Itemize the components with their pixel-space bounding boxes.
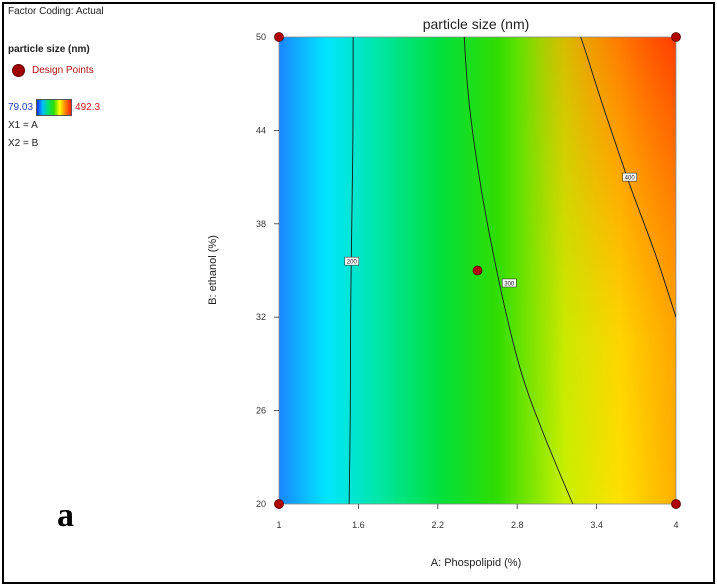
contour-line-200	[348, 37, 354, 504]
factor-coding-label: Factor Coding: Actual	[8, 6, 104, 17]
design-point	[671, 499, 681, 509]
x-tick-label: 1	[276, 520, 281, 530]
design-points-label: Design Points	[32, 65, 94, 76]
x-tick-label: 3.4	[590, 520, 603, 530]
y-tick-label: 20	[256, 499, 266, 509]
color-scale: 79.03 492.3	[8, 99, 100, 116]
contour-label-200: 200	[347, 260, 358, 266]
factor-x1-label: X1 = A	[8, 120, 38, 131]
y-tick-label: 44	[256, 125, 266, 135]
y-tick-label: 26	[256, 406, 266, 416]
design-point-marker-icon	[12, 64, 25, 77]
y-tick-label: 32	[256, 312, 266, 322]
contour-label-300: 300	[504, 281, 515, 287]
design-point	[671, 32, 681, 42]
color-scale-bar	[36, 99, 73, 116]
legend-panel: Factor Coding: Actual particle size (nm)…	[8, 6, 104, 149]
design-point	[472, 265, 483, 276]
contour-label-box-400	[622, 172, 637, 182]
response-label: particle size (nm)	[8, 44, 90, 55]
chart-title: particle size (nm)	[423, 16, 530, 32]
y-tick-label: 38	[256, 219, 266, 229]
contour-line-300	[463, 37, 574, 504]
factor-x2-label: X2 = B	[8, 138, 39, 149]
contour-label-box-300	[501, 278, 517, 288]
design-points-legend: Design Points	[12, 64, 94, 77]
contour-label-400: 400	[625, 176, 636, 182]
design-point	[274, 499, 284, 509]
contour-label-box-200	[344, 256, 360, 266]
x-tick-label: 1.6	[352, 520, 365, 530]
x-axis-label: A: Phospolipid (%)	[431, 557, 522, 569]
design-point	[274, 32, 284, 42]
x-tick-label: 2.2	[432, 520, 445, 530]
y-tick-label: 50	[256, 32, 266, 42]
scale-max-label: 492.3	[75, 102, 101, 113]
y-axis-label: B: ethanol (%)	[207, 235, 219, 305]
contour-line-400	[580, 37, 676, 318]
x-tick-label: 2.8	[511, 520, 524, 530]
panel-label: a	[57, 497, 74, 534]
x-tick-label: 4	[673, 520, 678, 530]
scale-min-label: 79.03	[8, 102, 34, 113]
